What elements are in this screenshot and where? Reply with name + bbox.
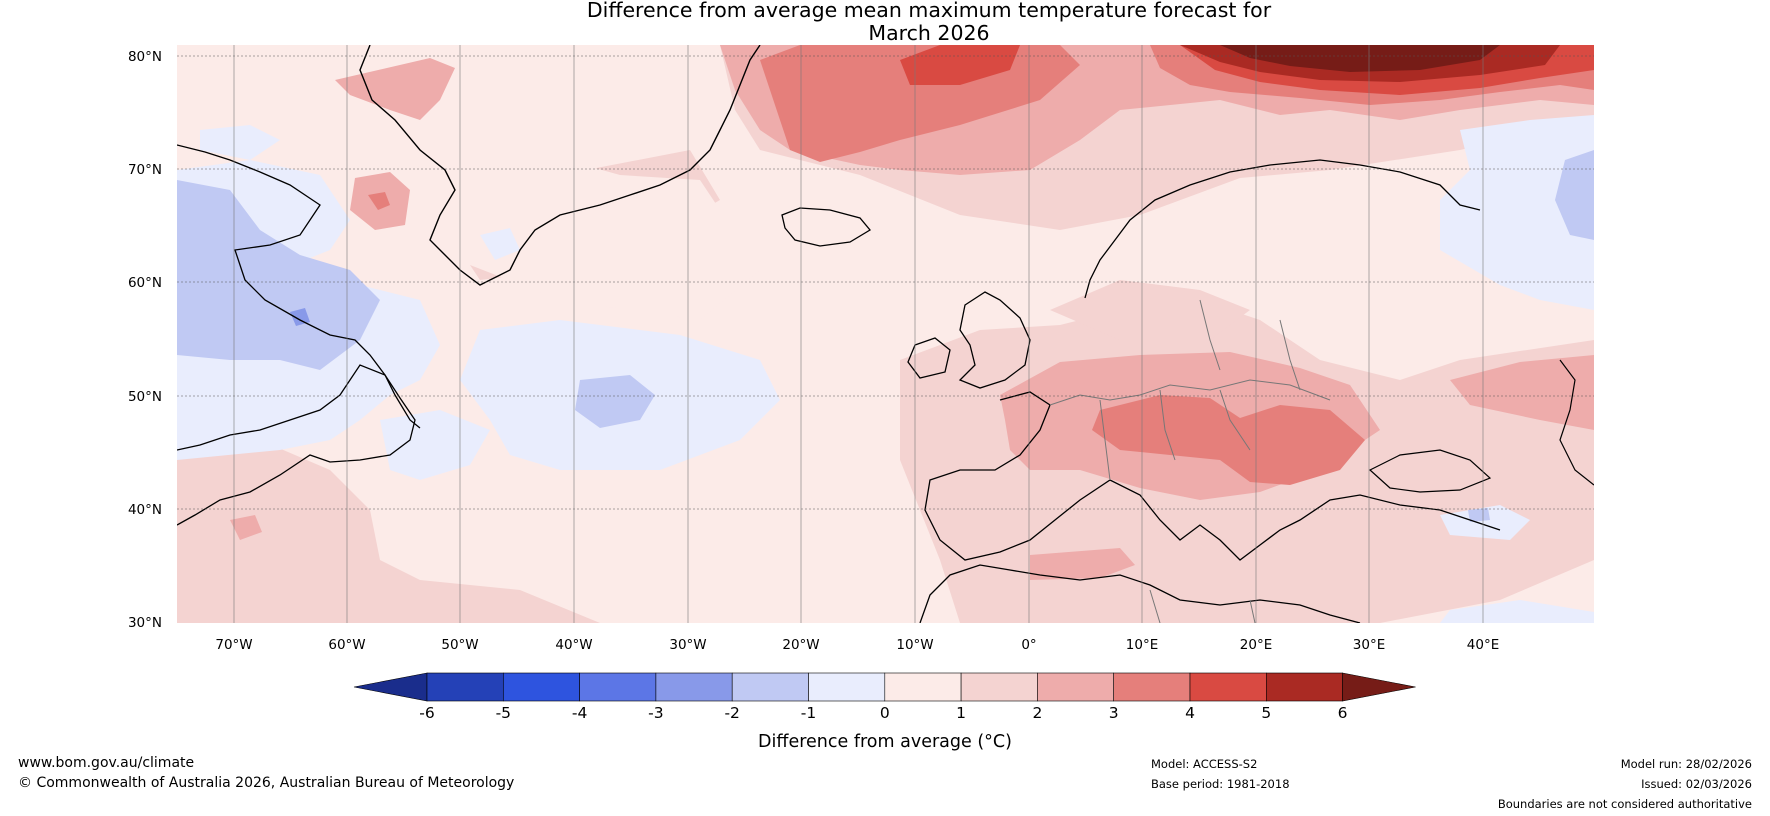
disclaimer: Boundaries are not considered authoritat… bbox=[1497, 797, 1752, 811]
lat-label: 50°N bbox=[128, 389, 162, 405]
colorbar-tick-label: 2 bbox=[1032, 704, 1042, 722]
colorbar-tick-label: -2 bbox=[724, 704, 739, 722]
colorbar-segment bbox=[731, 672, 809, 702]
colorbar-segment bbox=[1189, 672, 1267, 702]
colorbar-tick-label: 6 bbox=[1338, 704, 1348, 722]
lon-label: 30°E bbox=[1353, 637, 1385, 653]
map-panel bbox=[177, 45, 1594, 623]
anomaly-field-minus2tominus1 bbox=[177, 150, 1594, 522]
colorbar-tick-label: 5 bbox=[1261, 704, 1271, 722]
colorbar-segment bbox=[1113, 672, 1191, 702]
colorbar-tick-label: -6 bbox=[419, 704, 434, 722]
lat-label: 60°N bbox=[128, 275, 162, 291]
longitude-gridlines bbox=[233, 45, 1484, 623]
colorbar-tick-label: 1 bbox=[956, 704, 966, 722]
latitude-gridlines bbox=[177, 55, 1594, 510]
colorbar-tick-label: 4 bbox=[1185, 704, 1195, 722]
colorbar-segment bbox=[655, 672, 733, 702]
lon-label: 0° bbox=[1021, 637, 1036, 653]
caspian-region-coastline bbox=[1559, 359, 1594, 486]
lon-label: 20°W bbox=[782, 637, 819, 653]
lon-label: 40°W bbox=[555, 637, 592, 653]
ireland-coastline bbox=[907, 337, 951, 379]
base-period: Base period: 1981-2018 bbox=[1151, 777, 1290, 791]
scandinavia-coastline bbox=[1084, 159, 1481, 299]
canada-coastline bbox=[177, 364, 416, 526]
colorbar-segment bbox=[884, 672, 962, 702]
lon-label: 20°E bbox=[1240, 637, 1272, 653]
colorbar-extend-high bbox=[1342, 672, 1416, 702]
lon-label: 10°W bbox=[896, 637, 933, 653]
lat-label: 70°N bbox=[128, 162, 162, 178]
colorbar-tick-label: -3 bbox=[648, 704, 663, 722]
uk-coastline bbox=[958, 291, 1031, 389]
colorbar-segment bbox=[1266, 672, 1343, 702]
anomaly-field-over6 bbox=[1220, 45, 1500, 72]
lat-label: 30°N bbox=[128, 615, 162, 631]
title-line-1: Difference from average mean maximum tem… bbox=[586, 0, 1272, 22]
model-name: Model: ACCESS-S2 bbox=[1151, 757, 1258, 771]
colorbar-segment bbox=[502, 672, 580, 702]
colorbar-extend-low bbox=[353, 672, 428, 702]
title-line-2: March 2026 bbox=[868, 21, 990, 45]
colorbar-tick-label: 0 bbox=[880, 704, 890, 722]
lon-label: 10°E bbox=[1126, 637, 1158, 653]
colorbar-segment bbox=[579, 672, 657, 702]
colorbar-segment bbox=[960, 672, 1038, 702]
colorbar-tick-label: -4 bbox=[572, 704, 587, 722]
colorbar-tick-label: -5 bbox=[496, 704, 511, 722]
page-title: Difference from average mean maximum tem… bbox=[0, 0, 1770, 45]
anomaly-field-minus3tominus2 bbox=[290, 308, 310, 326]
lon-label: 40°E bbox=[1467, 637, 1499, 653]
lat-label: 80°N bbox=[128, 49, 162, 65]
copyright-notice: © Commonwealth of Australia 2026, Austra… bbox=[18, 775, 515, 791]
black-sea-coastline bbox=[1368, 449, 1492, 493]
longitude-labels: 70°W 60°W 50°W 40°W 30°W 20°W 10°W 0° 10… bbox=[215, 637, 1499, 653]
colorbar-segment bbox=[426, 672, 504, 702]
colorbar-segment bbox=[1037, 672, 1115, 702]
country-borders bbox=[1049, 299, 1331, 623]
iceland-coastline bbox=[781, 207, 871, 247]
lon-label: 70°W bbox=[215, 637, 252, 653]
colorbar-tick-label: -1 bbox=[801, 704, 816, 722]
model-run-date: Model run: 28/02/2026 bbox=[1620, 757, 1752, 771]
source-url: www.bom.gov.au/climate bbox=[18, 755, 195, 771]
colorbar-label: Difference from average (°C) bbox=[758, 732, 1012, 752]
africa-coastline bbox=[919, 564, 1361, 623]
colorbar: -6 -5 -4 -3 -2 -1 0 1 2 3 4 5 6 bbox=[353, 672, 1416, 722]
greenland-coastline bbox=[359, 45, 761, 286]
lon-label: 30°W bbox=[669, 637, 706, 653]
colorbar-segment bbox=[808, 672, 886, 702]
lon-label: 50°W bbox=[441, 637, 478, 653]
colorbar-tick-label: 3 bbox=[1109, 704, 1119, 722]
lat-label: 40°N bbox=[128, 502, 162, 518]
latitude-labels: 80°N 70°N 60°N 50°N 40°N 30°N bbox=[128, 49, 162, 631]
issued-date: Issued: 02/03/2026 bbox=[1641, 777, 1752, 791]
lon-label: 60°W bbox=[328, 637, 365, 653]
